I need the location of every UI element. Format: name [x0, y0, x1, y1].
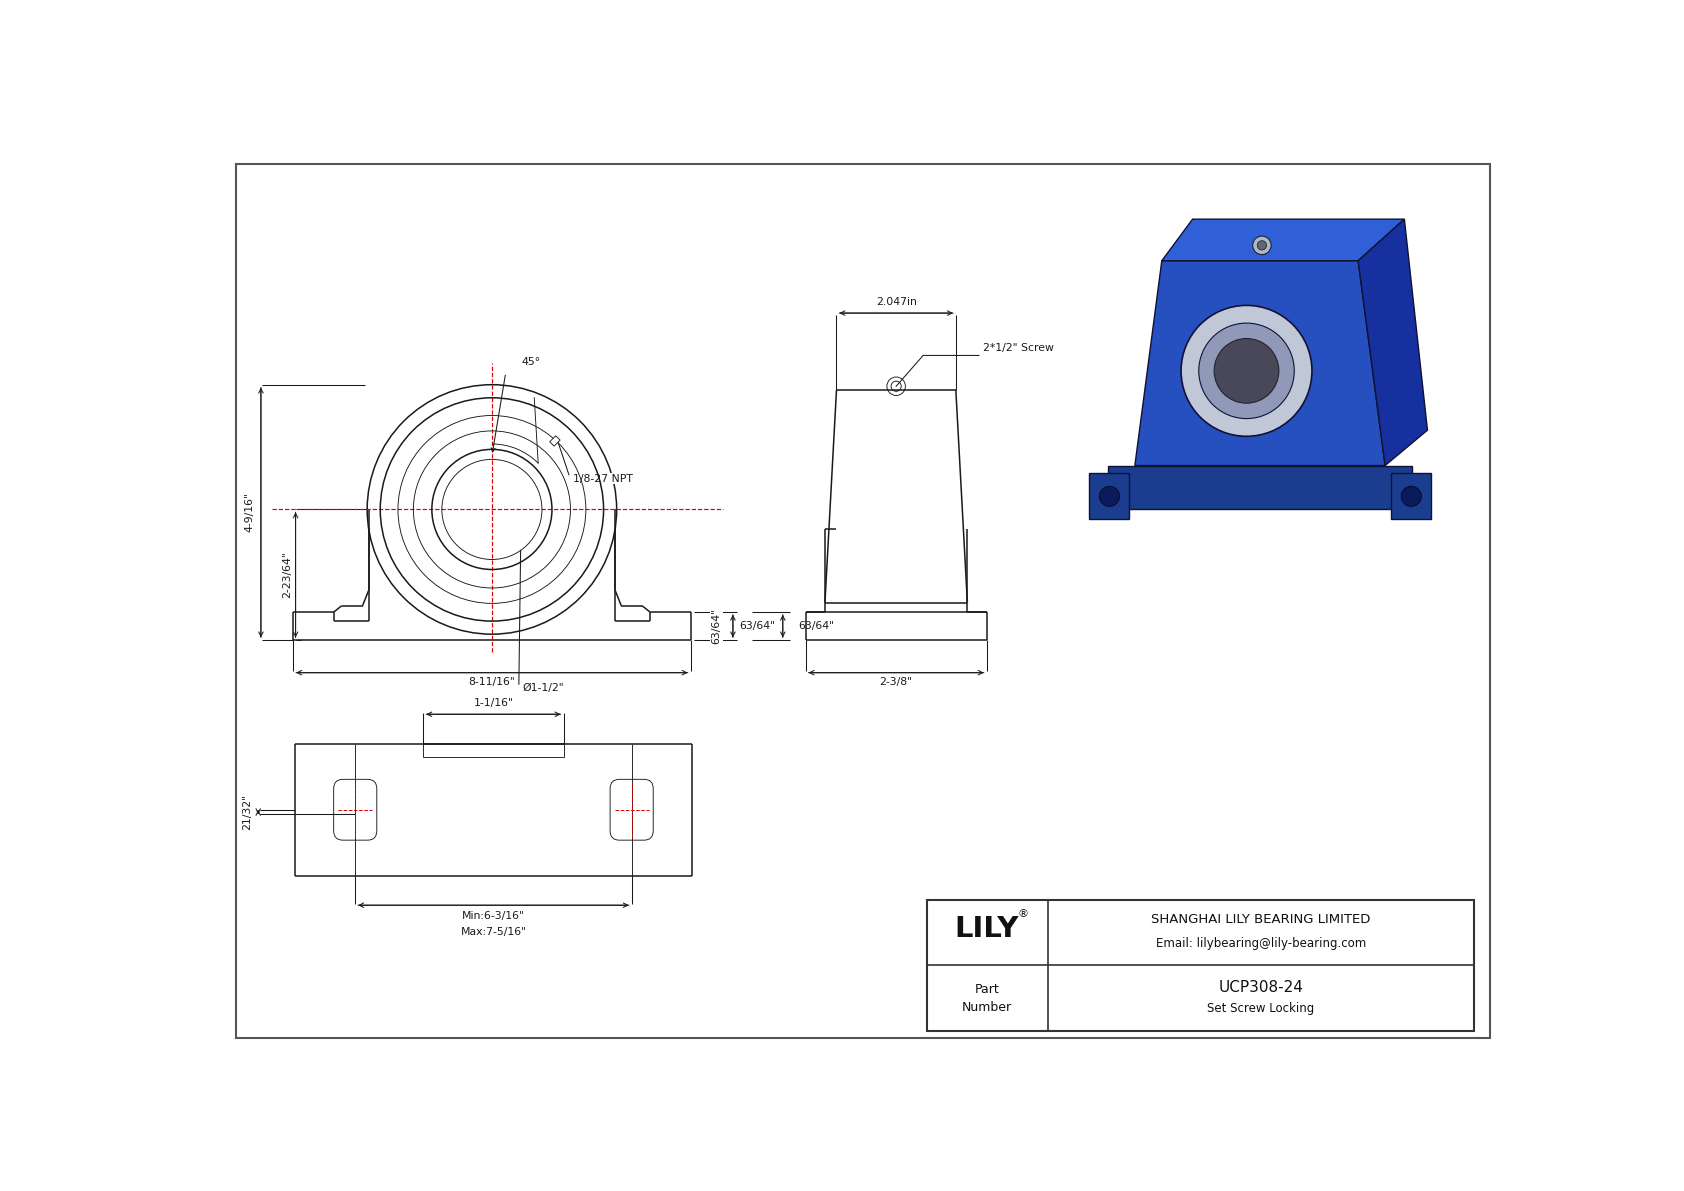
Text: Part
Number: Part Number — [962, 983, 1012, 1014]
Circle shape — [1180, 305, 1312, 436]
Text: 8-11/16": 8-11/16" — [468, 676, 515, 686]
Text: Email: lilybearing@lily-bearing.com: Email: lilybearing@lily-bearing.com — [1155, 937, 1366, 950]
Text: 1-1/16": 1-1/16" — [473, 698, 514, 709]
Text: Max:7-5/16": Max:7-5/16" — [460, 927, 527, 937]
Circle shape — [1401, 486, 1421, 506]
Polygon shape — [1391, 473, 1431, 519]
Text: 63/64": 63/64" — [711, 609, 721, 644]
Text: Set Screw Locking: Set Screw Locking — [1207, 1002, 1315, 1015]
Text: Min:6-3/16": Min:6-3/16" — [461, 911, 525, 922]
Text: 2-23/64": 2-23/64" — [281, 551, 291, 598]
Text: UCP308-24: UCP308-24 — [1218, 980, 1303, 996]
Text: 21/32": 21/32" — [242, 794, 253, 830]
Text: 63/64": 63/64" — [798, 621, 834, 631]
Text: 2.047in: 2.047in — [876, 297, 916, 307]
Text: 63/64": 63/64" — [739, 621, 775, 631]
Bar — [549, 436, 561, 447]
Circle shape — [1253, 236, 1271, 255]
Polygon shape — [1162, 219, 1404, 261]
Text: SHANGHAI LILY BEARING LIMITED: SHANGHAI LILY BEARING LIMITED — [1152, 913, 1371, 925]
Circle shape — [1258, 241, 1266, 250]
Text: Ø1-1/2": Ø1-1/2" — [522, 684, 564, 693]
Polygon shape — [1359, 219, 1428, 466]
Text: 45°: 45° — [520, 357, 541, 367]
Polygon shape — [1088, 473, 1130, 519]
Bar — [926, 900, 1474, 1030]
Text: ®: ® — [1017, 910, 1027, 919]
Text: 2*1/2" Screw: 2*1/2" Screw — [983, 343, 1054, 353]
Circle shape — [1100, 486, 1120, 506]
Circle shape — [1214, 338, 1278, 404]
Text: 2-3/8": 2-3/8" — [879, 676, 913, 686]
Polygon shape — [1135, 261, 1386, 466]
Text: LILY: LILY — [955, 916, 1019, 943]
Text: 1/8-27 NPT: 1/8-27 NPT — [573, 474, 633, 484]
Circle shape — [1199, 323, 1295, 418]
Text: 4-9/16": 4-9/16" — [244, 493, 254, 532]
Polygon shape — [1108, 466, 1413, 510]
